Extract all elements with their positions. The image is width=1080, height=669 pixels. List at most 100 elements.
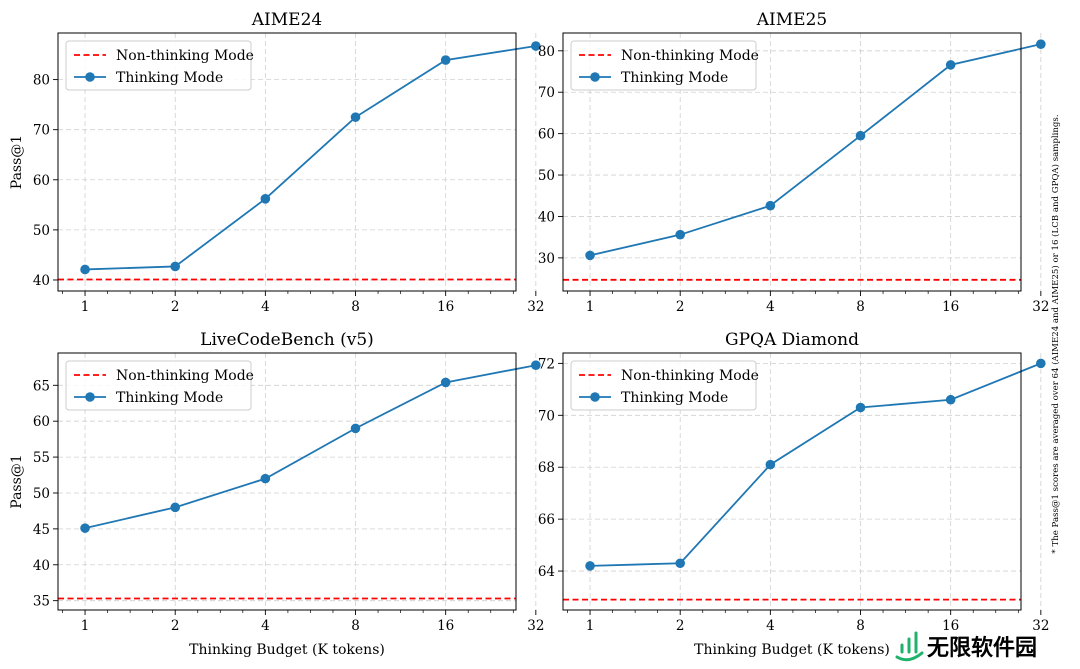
legend-label: Non-thinking Mode bbox=[621, 368, 759, 384]
y-tick-label: 70 bbox=[538, 408, 555, 424]
y-tick-label: 70 bbox=[33, 123, 50, 139]
y-tick-label: 80 bbox=[33, 73, 50, 89]
y-axis-label: Pass@1 bbox=[9, 135, 25, 189]
y-tick-label: 35 bbox=[33, 594, 50, 610]
y-tick-label: 64 bbox=[538, 564, 555, 580]
plot-frame bbox=[57, 352, 517, 611]
x-tick-label: 4 bbox=[261, 618, 270, 634]
y-tick-label: 50 bbox=[33, 223, 50, 239]
data-point bbox=[80, 523, 90, 533]
series-line-thinking bbox=[589, 43, 1042, 257]
legend-marker bbox=[85, 392, 95, 402]
data-point bbox=[765, 200, 776, 211]
data-point bbox=[585, 561, 595, 571]
legend: Non-thinking Mode Thinking Mode bbox=[65, 360, 254, 411]
data-point bbox=[440, 55, 451, 65]
legend-box bbox=[65, 360, 252, 411]
data-point bbox=[170, 261, 181, 272]
legend-box bbox=[65, 40, 252, 91]
x-tick-label: 2 bbox=[171, 618, 180, 634]
data-point bbox=[945, 60, 956, 70]
chart-panel-3: 1 2 4 8 16 32 35 40 45 50 55 60 65 Non-thinking Mode T… bbox=[9, 330, 544, 658]
chart-title: GPQA Diamond bbox=[725, 330, 859, 350]
x-tick-label: 4 bbox=[766, 618, 775, 634]
chart-panel-2: 1 2 4 8 16 32 30 40 50 60 70 80 Non-thinking Mode Thi… bbox=[538, 10, 1050, 315]
legend-box bbox=[570, 40, 757, 91]
data-point bbox=[531, 41, 541, 51]
data-point bbox=[765, 459, 776, 470]
y-tick-label: 50 bbox=[538, 168, 555, 184]
legend: Non-thinking Mode Thinking Mode bbox=[570, 360, 759, 411]
watermark-text: 无限软件园 bbox=[927, 635, 1037, 661]
x-tick-label: 8 bbox=[856, 299, 865, 315]
x-tick-label: 2 bbox=[676, 618, 685, 634]
data-point bbox=[675, 229, 686, 240]
data-point bbox=[350, 112, 361, 122]
plot-frame bbox=[562, 32, 1022, 292]
x-tick-label: 1 bbox=[586, 618, 595, 634]
y-tick-label: 50 bbox=[33, 486, 50, 502]
chart-panel-4: 1 2 4 8 16 32 64 66 68 70 72 Non-thinking Mode Think… bbox=[538, 330, 1050, 658]
x-tick-label: 16 bbox=[942, 618, 959, 634]
legend-label: Thinking Mode bbox=[621, 390, 728, 406]
y-tick-label: 40 bbox=[538, 209, 555, 225]
legend-marker bbox=[590, 392, 600, 402]
x-tick-label: 32 bbox=[1032, 618, 1049, 634]
legend: Non-thinking Mode Thinking Mode bbox=[570, 40, 759, 91]
legend-label: Non-thinking Mode bbox=[116, 48, 254, 64]
x-tick-label: 32 bbox=[1032, 299, 1049, 315]
watermark: 无限软件园 bbox=[895, 631, 1037, 662]
x-tick-label: 4 bbox=[261, 299, 270, 315]
series-line-thinking bbox=[85, 45, 536, 271]
data-point bbox=[675, 558, 686, 569]
x-tick-label: 4 bbox=[766, 299, 775, 315]
data-point bbox=[1036, 39, 1046, 49]
y-tick-label: 60 bbox=[538, 127, 555, 143]
y-tick-label: 80 bbox=[538, 44, 555, 60]
x-tick-label: 2 bbox=[676, 299, 685, 315]
y-tick-label: 45 bbox=[33, 522, 50, 538]
data-point bbox=[440, 377, 451, 388]
data-point bbox=[585, 250, 595, 261]
x-tick-label: 16 bbox=[437, 299, 454, 315]
y-tick-label: 68 bbox=[538, 460, 555, 476]
legend-label: Thinking Mode bbox=[116, 390, 223, 406]
x-tick-label: 1 bbox=[81, 618, 90, 634]
legend-marker bbox=[85, 72, 95, 82]
data-point bbox=[170, 502, 181, 513]
footnote: * The Pass@1 scores are averaged over 64… bbox=[1050, 114, 1061, 553]
y-tick-label: 70 bbox=[538, 85, 555, 101]
y-tick-label: 65 bbox=[33, 378, 50, 394]
y-tick-label: 55 bbox=[33, 450, 50, 466]
x-tick-label: 16 bbox=[437, 618, 454, 634]
data-point bbox=[855, 402, 866, 413]
x-axis-label: Thinking Budget (K tokens) bbox=[189, 642, 385, 658]
y-tick-label: 60 bbox=[33, 173, 50, 189]
data-point bbox=[945, 394, 956, 405]
data-point bbox=[260, 473, 271, 484]
y-axis-label: Pass@1 bbox=[9, 454, 25, 508]
y-tick-label: 60 bbox=[33, 414, 50, 430]
chart-title: AIME25 bbox=[756, 10, 827, 30]
x-tick-label: 8 bbox=[351, 299, 360, 315]
bar-chart-logo-icon bbox=[895, 631, 924, 662]
legend-label: Non-thinking Mode bbox=[116, 368, 254, 384]
x-axis-label: Thinking Budget (K tokens) bbox=[694, 642, 890, 658]
y-tick-label: 72 bbox=[538, 356, 555, 372]
legend-label: Thinking Mode bbox=[621, 70, 728, 86]
legend-marker bbox=[590, 72, 600, 82]
data-point bbox=[350, 423, 361, 434]
plot-frame bbox=[57, 32, 517, 292]
x-tick-label: 8 bbox=[856, 618, 865, 634]
series-line-thinking bbox=[590, 362, 1042, 567]
x-tick-label: 1 bbox=[586, 299, 595, 315]
x-tick-label: 1 bbox=[81, 299, 90, 315]
data-point bbox=[80, 264, 90, 275]
y-tick-label: 40 bbox=[33, 558, 50, 574]
legend-label: Non-thinking Mode bbox=[621, 48, 759, 64]
series-line-thinking bbox=[84, 364, 537, 530]
chart-panel-1: 1 2 4 8 16 32 40 50 60 70 80 Non-thinking Mode Think… bbox=[9, 10, 544, 315]
legend-label: Thinking Mode bbox=[116, 70, 223, 86]
chart-title: AIME24 bbox=[251, 10, 322, 30]
